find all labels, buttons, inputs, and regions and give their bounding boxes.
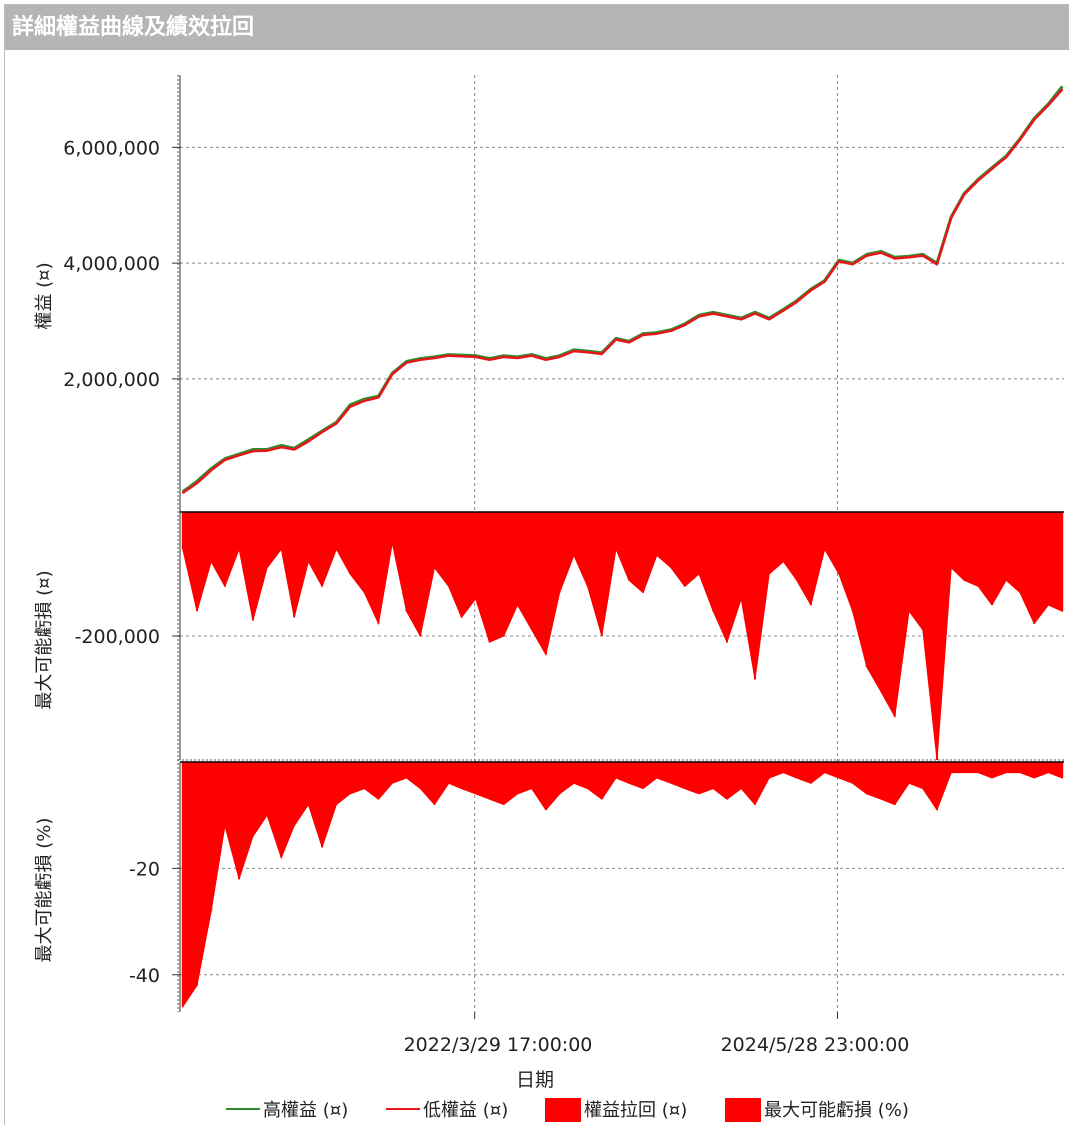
drawdown_pct-area (182, 761, 1063, 1009)
x-tick-label-1: 2022/3/29 17:00:00 (404, 1034, 593, 1056)
equity-point (516, 357, 519, 359)
equity-point (615, 338, 617, 341)
equity-point (880, 251, 882, 254)
equity-point (601, 353, 603, 355)
equity-point (740, 318, 742, 321)
equity-point (224, 459, 226, 461)
equity-point (293, 448, 296, 451)
y-axis-label-drawdown: 最大可能虧損 (¤) (34, 570, 55, 709)
equity-point (530, 354, 533, 357)
equity-y-tick-label-3: 6,000,000 (63, 137, 160, 159)
equity-point (196, 482, 198, 484)
equity-y-tick-label-1: 2,000,000 (63, 369, 160, 391)
equity-point (1061, 85, 1063, 88)
equity-point (558, 356, 561, 358)
equity-point (474, 356, 477, 358)
equity-point (238, 454, 240, 457)
equity-point (963, 194, 965, 196)
equity-point (712, 312, 714, 315)
drawdown-pct-panel (181, 761, 1064, 1009)
equity-point (656, 332, 658, 335)
window-frame (4, 4, 1069, 1125)
equity-point (628, 341, 630, 344)
y-axis-label-equity: 權益 (¤) (34, 262, 55, 329)
equity-point (726, 315, 728, 318)
equity-point (684, 324, 686, 326)
equity-point (894, 257, 896, 260)
equity-point (670, 330, 672, 332)
drawdown_pct-y-tick-label-2: -40 (129, 965, 160, 987)
equity-point (908, 256, 910, 259)
legend-swatch-equity-pullback (545, 1098, 581, 1122)
equity-point (252, 448, 254, 451)
equity-y-tick-label-2: 4,000,000 (63, 253, 160, 275)
drawdown-panel (181, 511, 1064, 761)
equity-point (335, 422, 338, 425)
equity-point (433, 357, 436, 359)
equity-point (922, 254, 924, 257)
equity-point (795, 301, 798, 303)
equity-point (377, 396, 380, 399)
equity-point (642, 334, 644, 336)
equity-point (810, 289, 812, 292)
equity-point (823, 280, 826, 283)
equity-point (182, 492, 184, 494)
equity-point (754, 312, 756, 315)
equity-point (321, 431, 323, 433)
equity-point (391, 373, 394, 376)
equity-point (419, 359, 422, 361)
equity-point (210, 469, 212, 472)
equity-point (280, 444, 283, 447)
equity-point (1005, 156, 1007, 158)
equity-point (768, 318, 770, 321)
equity-point (266, 449, 268, 452)
equity-point (950, 217, 952, 219)
equity-point (1019, 139, 1021, 141)
drawdown-y-tick-label-1: -200,000 (75, 626, 160, 648)
y-axis-label-drawdown-pct: 最大可能虧損 (%) (34, 818, 55, 963)
legend: 高權益 (¤) 低權益 (¤) 權益拉回 (¤) 最大可能虧損 (%) (226, 1098, 909, 1122)
equity-point (460, 355, 463, 358)
equity-point (488, 359, 491, 361)
equity-point (545, 359, 547, 361)
equity-point (586, 351, 589, 354)
equity-point (502, 356, 505, 358)
legend-label-equity-pullback: 權益拉回 (¤) (584, 1100, 687, 1121)
x-tick-label-2: 2024/5/28 23:00:00 (721, 1034, 910, 1056)
x-axis-title: 日期 (516, 1069, 554, 1091)
equity-point (782, 309, 785, 312)
equity-point (405, 361, 408, 364)
legend-label-low-equity: 低權益 (¤) (423, 1100, 508, 1121)
equity-point (363, 400, 366, 402)
equity-point (363, 398, 366, 400)
equity-point (1061, 88, 1063, 91)
window-title: 詳細權益曲線及績效拉回 (5, 5, 1069, 50)
equity-point (991, 168, 993, 170)
legend-label-high-equity: 高權益 (¤) (263, 1100, 348, 1121)
equity-panel (181, 85, 1064, 494)
equity-point (1047, 104, 1050, 106)
equity-point (866, 254, 868, 257)
equity-point (280, 446, 283, 449)
equity-point (977, 179, 980, 182)
equity-point (252, 450, 254, 453)
equity-point (1033, 118, 1035, 121)
equity-point (851, 263, 854, 266)
legend-swatch-max-loss-pct (725, 1098, 761, 1122)
equity-point (307, 440, 310, 443)
equity-point (838, 260, 840, 263)
equity-point (573, 350, 575, 352)
axes: 2,000,000 4,000,000 6,000,000 -200,000 -20 -4… (63, 75, 1064, 1019)
equity-point (698, 315, 700, 318)
legend-label-max-loss-pct: 最大可能虧損 (%) (764, 1100, 909, 1121)
equity-point (349, 405, 351, 408)
equity-point (936, 263, 938, 266)
drawdown_pct-y-tick-label-1: -20 (129, 858, 160, 880)
equity-point (447, 354, 450, 357)
series-line-low-equity (182, 88, 1064, 494)
